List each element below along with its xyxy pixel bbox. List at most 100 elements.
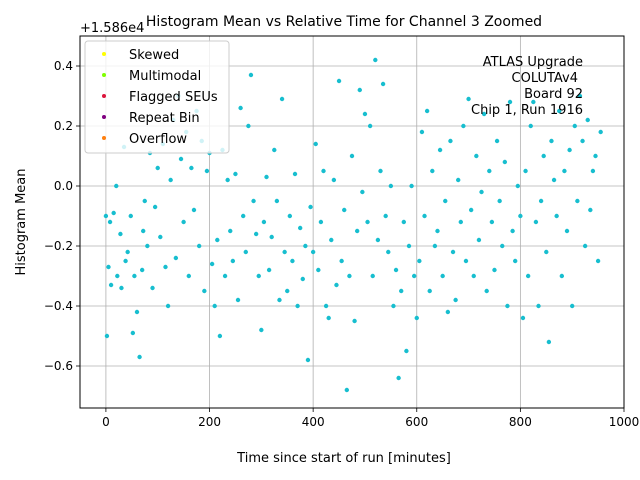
data-point (554, 213, 559, 219)
y-tick-label: 0.2 (54, 119, 73, 133)
data-point (453, 297, 458, 303)
data-point (531, 99, 536, 105)
data-point (132, 273, 137, 279)
data-point (300, 276, 305, 282)
data-point (272, 147, 277, 153)
data-point (274, 198, 280, 204)
legend-marker-repeat-bin (102, 115, 106, 119)
data-point (287, 213, 293, 219)
data-point (297, 225, 303, 231)
data-point (145, 243, 150, 249)
data-point (329, 237, 334, 243)
data-point (243, 249, 248, 255)
data-point (163, 264, 168, 270)
data-point (269, 234, 274, 240)
data-point (321, 168, 326, 174)
data-point (427, 288, 432, 294)
data-point (181, 219, 186, 225)
data-point (417, 258, 422, 264)
data-point (492, 267, 497, 273)
legend-marker-skewed (102, 52, 106, 56)
data-point (259, 327, 264, 333)
scatter-points (103, 57, 603, 393)
data-point (115, 273, 120, 279)
data-point (399, 288, 404, 294)
data-point (303, 243, 308, 249)
data-point (538, 198, 544, 204)
data-point (567, 147, 572, 153)
data-point (139, 267, 145, 273)
data-point (336, 78, 342, 84)
data-point (562, 168, 567, 174)
y-tick-label: 0.0 (54, 179, 73, 193)
x-tick-label: 0 (102, 415, 110, 429)
data-point (572, 123, 577, 129)
legend-marker-overflow (102, 136, 106, 140)
data-point (541, 153, 546, 159)
data-point (378, 168, 383, 174)
data-point (544, 249, 549, 255)
legend-label-multimodal: Multimodal (129, 69, 201, 84)
data-point (253, 231, 259, 237)
data-point (204, 168, 210, 174)
data-point (277, 297, 282, 303)
data-point (119, 285, 124, 291)
legend-marker-flagged-seus (102, 94, 106, 98)
data-point (326, 315, 331, 321)
data-point (178, 156, 184, 162)
data-point (212, 303, 217, 309)
legend-label-flagged-seus: Flagged SEUs (129, 90, 218, 105)
data-point (513, 258, 518, 264)
data-point (507, 99, 513, 105)
data-point (380, 81, 386, 87)
data-point (152, 204, 158, 210)
data-point (352, 318, 357, 324)
data-point (130, 330, 136, 336)
data-point (141, 228, 146, 234)
data-point (443, 198, 448, 204)
data-point (349, 153, 355, 159)
data-point (569, 303, 575, 309)
data-point (323, 303, 329, 309)
data-point (373, 57, 378, 63)
data-point (111, 210, 116, 216)
data-point (310, 249, 316, 255)
data-point (202, 288, 207, 294)
data-point (316, 267, 321, 273)
data-point (282, 249, 287, 255)
data-point (339, 258, 344, 264)
data-point (235, 297, 241, 303)
data-point (308, 204, 313, 210)
legend-frame (84, 40, 230, 154)
x-tick-label: 400 (302, 415, 325, 429)
data-point (233, 171, 238, 177)
data-point (523, 168, 528, 174)
data-point (168, 177, 173, 183)
data-point (305, 357, 311, 363)
data-point (256, 273, 261, 279)
data-point (484, 288, 489, 294)
x-axis-ticks: 0 200 400 600 800 1000 (102, 408, 639, 429)
data-point (107, 219, 113, 225)
y-tick-label: −0.4 (44, 299, 73, 313)
data-point (505, 303, 510, 309)
data-point (494, 138, 500, 144)
data-point (106, 264, 111, 270)
data-point (430, 168, 435, 174)
data-point (173, 255, 179, 261)
data-point (375, 237, 381, 243)
data-point (489, 219, 495, 225)
data-point (577, 93, 583, 99)
legend-label-overflow: Overflow (129, 132, 187, 147)
y-tick-label: −0.2 (44, 239, 73, 253)
data-point (108, 282, 114, 288)
data-point (103, 213, 109, 219)
data-point (435, 228, 440, 234)
data-point (104, 333, 110, 339)
annotation-line-3: Board 92 (524, 87, 583, 102)
legend-label-skewed: Skewed (129, 48, 179, 63)
data-point (456, 177, 461, 183)
data-point (347, 273, 352, 279)
legend: Skewed Multimodal Flagged SEUs Repeat Bi… (84, 40, 230, 154)
data-point (158, 234, 163, 240)
